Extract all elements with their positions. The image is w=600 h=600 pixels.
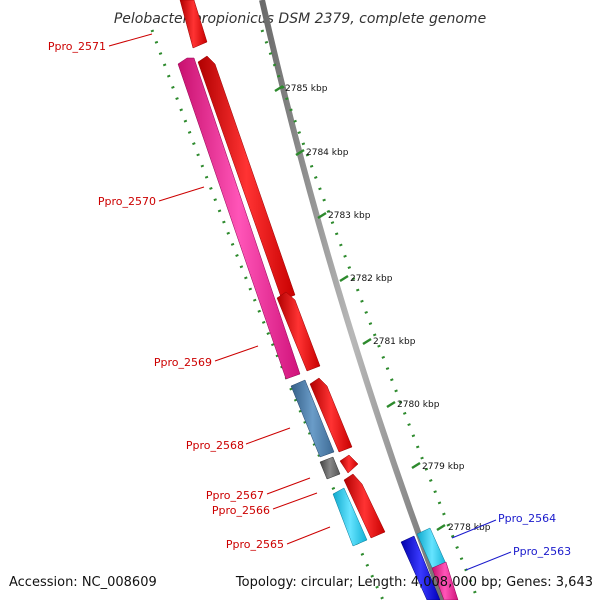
kbp-tick xyxy=(295,148,305,157)
gene-arrow-forward[interactable] xyxy=(339,454,359,474)
kbp-label: 2779 kbp xyxy=(422,462,465,472)
kbp-tick xyxy=(411,461,421,470)
kbp-label: 2781 kbp xyxy=(373,337,416,347)
leader-lines xyxy=(108,33,512,571)
kbp-label: 2778 kbp xyxy=(448,523,491,533)
gene-label-ppro-2564[interactable]: Ppro_2564 xyxy=(498,512,556,525)
kbp-tick xyxy=(317,211,327,220)
inner-tick-track xyxy=(150,29,385,600)
gene-arrow-forward[interactable] xyxy=(276,291,321,372)
gene-arrow-reverse[interactable] xyxy=(319,456,341,480)
gene-label-ppro-2568[interactable]: Ppro_2568 xyxy=(186,439,244,452)
leader-line xyxy=(108,33,153,47)
gene-label-ppro-2569[interactable]: Ppro_2569 xyxy=(154,356,212,369)
gene-arrow-forward[interactable] xyxy=(309,377,353,453)
kbp-tick xyxy=(436,523,446,532)
forward-strand-genes xyxy=(179,0,386,539)
kbp-tick xyxy=(339,274,349,283)
leader-line xyxy=(272,492,318,510)
gene-label-ppro-2565[interactable]: Ppro_2565 xyxy=(226,538,284,551)
kbp-label: 2784 kbp xyxy=(306,148,349,158)
kbp-label: 2785 kbp xyxy=(285,84,328,94)
gene-arrow-forward[interactable] xyxy=(179,0,208,49)
genome-summary-text: Topology: circular; Length: 4,008,000 bp… xyxy=(235,575,593,590)
leader-line xyxy=(286,526,331,545)
gene-label-ppro-2567[interactable]: Ppro_2567 xyxy=(206,489,264,502)
kbp-label: 2782 kbp xyxy=(350,274,393,284)
leader-line xyxy=(245,427,291,445)
kbp-label: 2780 kbp xyxy=(397,400,440,410)
kbp-scale xyxy=(274,84,446,532)
gene-labels: Ppro_2571 Ppro_2570 Ppro_2569 Ppro_2568 … xyxy=(48,40,571,558)
gene-label-ppro-2570[interactable]: Ppro_2570 xyxy=(98,195,156,208)
accession-text: Accession: NC_008609 xyxy=(9,575,157,590)
gene-arrow-reverse[interactable] xyxy=(332,487,368,547)
leader-line xyxy=(451,519,497,539)
gene-arrow-reverse[interactable] xyxy=(177,57,301,380)
kbp-label: 2783 kbp xyxy=(328,211,371,221)
leader-line xyxy=(158,186,205,202)
map-title: Pelobacter propionicus DSM 2379, complet… xyxy=(114,11,486,27)
gene-label-ppro-2566[interactable]: Ppro_2566 xyxy=(212,504,270,517)
gene-label-ppro-2571[interactable]: Ppro_2571 xyxy=(48,40,106,53)
reverse-strand-genes xyxy=(177,57,459,600)
leader-line xyxy=(465,551,512,571)
leader-line xyxy=(214,345,259,362)
leader-line xyxy=(266,477,311,495)
gene-arrow-forward[interactable] xyxy=(197,55,296,301)
gene-arrow-reverse[interactable] xyxy=(290,379,335,458)
gene-arrow-reverse[interactable] xyxy=(400,535,441,600)
genome-backbone xyxy=(259,0,446,600)
kbp-labels: 2785 kbp 2784 kbp 2783 kbp 2782 kbp 2781… xyxy=(285,84,491,533)
kbp-tick xyxy=(386,400,396,409)
gene-arrow-reverse[interactable] xyxy=(431,561,459,600)
kbp-tick xyxy=(362,337,372,346)
kbp-tick xyxy=(274,84,284,93)
gene-label-ppro-2563[interactable]: Ppro_2563 xyxy=(513,545,571,558)
gene-arrow-forward[interactable] xyxy=(343,473,386,539)
